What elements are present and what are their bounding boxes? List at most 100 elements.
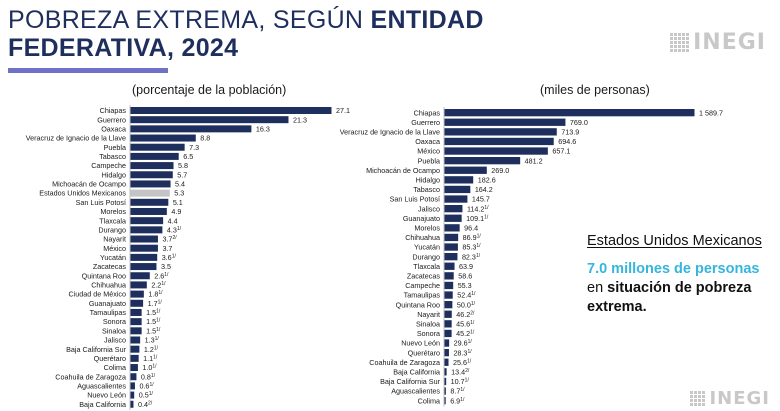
bar <box>130 308 142 316</box>
callout-region: Estados Unidos Mexicanos <box>587 233 762 249</box>
footnote-marker: 1/ <box>156 327 161 333</box>
value-label: 5.3 <box>174 189 184 198</box>
value-label: 28.31/ <box>453 348 472 357</box>
callout-connector: en <box>587 280 608 296</box>
value-label: 3.72/ <box>162 235 177 244</box>
value-label: 16.3 <box>256 124 270 133</box>
value-label: 5.4 <box>175 180 185 189</box>
bar <box>130 244 158 252</box>
category-label: Baja California Sur <box>66 345 127 354</box>
bar <box>444 128 557 136</box>
bar <box>444 320 452 328</box>
value-label: 45.21/ <box>456 329 475 338</box>
value-label: 82.31/ <box>462 252 481 261</box>
value-label: 13.42/ <box>451 367 470 376</box>
bar <box>130 143 185 151</box>
category-label: Zacatecas <box>93 262 127 271</box>
footnote-marker: 1/ <box>470 330 475 336</box>
inegi-logo: INEGI <box>670 30 766 55</box>
value-label: 3.7 <box>162 244 172 253</box>
bar <box>130 162 174 170</box>
value-label: 58.6 <box>458 271 472 280</box>
value-label: 182.6 <box>478 175 496 184</box>
category-label: Guerrero <box>97 115 126 124</box>
category-label: Estados Unidos Mexicanos <box>39 189 126 198</box>
bar <box>130 134 196 142</box>
bar <box>130 152 179 160</box>
logo-text: INEGI <box>693 30 766 55</box>
footnote-marker: 1/ <box>158 299 163 305</box>
category-label: Nuevo León <box>401 339 440 348</box>
category-label: Aguascalientes <box>77 382 126 391</box>
bar <box>130 364 138 372</box>
bar <box>130 327 142 335</box>
bar <box>130 198 169 206</box>
footnote-marker: 1/ <box>476 243 481 249</box>
value-label: 4.9 <box>171 207 181 216</box>
value-label: 0.61/ <box>139 382 154 391</box>
category-label: Baja California <box>79 400 126 409</box>
value-label: 713.9 <box>561 127 579 136</box>
category-label: Chihuahua <box>405 233 440 242</box>
value-label: 3.61/ <box>162 253 177 262</box>
footnote-marker: 1/ <box>467 349 472 355</box>
footnote-marker: 1/ <box>467 358 472 364</box>
bar <box>444 349 449 357</box>
value-label: 481.2 <box>525 156 543 165</box>
category-label: Colima <box>104 363 126 372</box>
value-label: 8.8 <box>200 134 210 143</box>
bar <box>130 125 252 133</box>
bar <box>444 166 487 174</box>
value-label: 0.81/ <box>141 372 156 381</box>
bar <box>444 291 453 299</box>
value-label: 29.61/ <box>454 339 473 348</box>
value-label: 5.7 <box>177 170 187 179</box>
bar <box>444 243 458 251</box>
category-label: Quintana Roo <box>396 300 440 309</box>
footnote-marker: 2/ <box>172 235 177 241</box>
category-label: Sonora <box>417 329 440 338</box>
value-label: 4.31/ <box>167 225 182 234</box>
bar <box>130 391 135 399</box>
bar <box>130 336 141 344</box>
footnote-marker: 1/ <box>161 281 166 287</box>
footnote-marker: 1/ <box>465 378 470 384</box>
value-label: 5.1 <box>173 198 183 207</box>
value-label: 109.11/ <box>466 214 489 223</box>
footnote-marker: 1/ <box>460 387 465 393</box>
value-label: 10.71/ <box>451 377 470 386</box>
footnote-marker: 1/ <box>164 272 169 278</box>
value-label: 1.11/ <box>143 354 158 363</box>
title-text-bold: ENTIDAD <box>370 6 484 34</box>
bar <box>444 185 471 194</box>
bar <box>130 318 142 326</box>
footnote-marker: 1/ <box>156 309 161 315</box>
bar <box>130 299 144 307</box>
value-label: 1.51/ <box>146 317 161 326</box>
bar <box>444 214 462 222</box>
bar <box>444 253 458 261</box>
category-label: Guerrero <box>411 118 440 127</box>
value-label: 114.21/ <box>467 204 489 213</box>
category-label: Tlaxcala <box>413 262 440 271</box>
category-label: Yucatán <box>414 243 440 252</box>
bar <box>444 339 450 347</box>
right-chart-title: (miles de personas) <box>540 83 650 97</box>
category-label: Campeche <box>405 281 440 290</box>
bar <box>130 207 167 215</box>
value-label: 21.3 <box>293 115 307 124</box>
footnote-marker: 2/ <box>148 400 153 406</box>
value-label: 27.1 <box>336 106 350 115</box>
value-label: 1 589.7 <box>699 108 723 117</box>
value-label: 2.21/ <box>151 281 166 290</box>
footnote-marker: 1/ <box>152 364 157 370</box>
value-label: 50.01/ <box>457 300 476 309</box>
category-label: Durango <box>98 225 126 234</box>
category-label: Tamaulipas <box>404 291 441 300</box>
value-label: 1.81/ <box>148 290 163 299</box>
value-label: 52.41/ <box>457 291 476 300</box>
value-label: 0.51/ <box>139 391 154 400</box>
footnote-marker: 1/ <box>471 301 476 307</box>
callout-rest: situación de pobreza extrema. <box>587 280 752 315</box>
